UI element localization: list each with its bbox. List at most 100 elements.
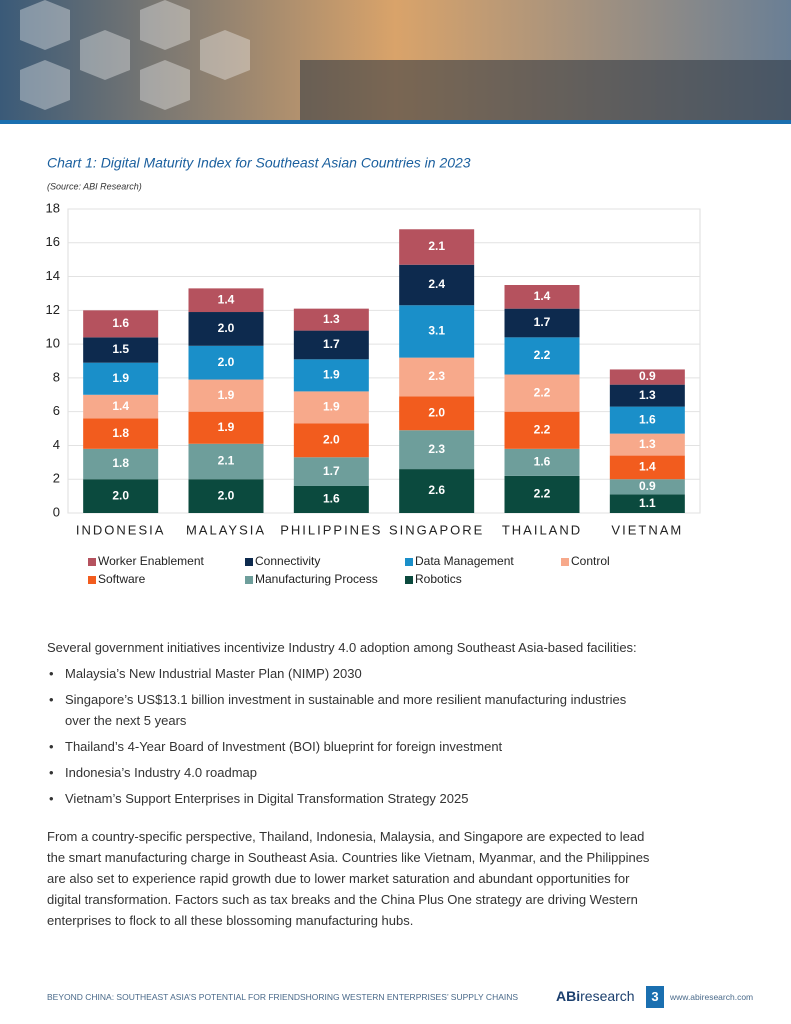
- value-label: 1.9: [218, 420, 235, 434]
- bar-segment: [609, 369, 685, 385]
- value-label: 1.6: [112, 316, 129, 330]
- y-tick-label: 2: [53, 471, 60, 486]
- document-body: Several government initiatives incentivi…: [47, 637, 652, 931]
- value-label: 2.0: [428, 406, 445, 420]
- value-label: 1.3: [639, 388, 656, 402]
- bar-segment: [504, 475, 580, 513]
- legend-swatch: [561, 558, 569, 566]
- bar-segment: [188, 443, 264, 480]
- x-tick-label: MALAYSIA: [186, 522, 266, 537]
- bar-segment: [188, 479, 264, 513]
- bullet: Malaysia’s New Industrial Master Plan (N…: [49, 663, 652, 684]
- bar-segment: [83, 362, 159, 395]
- legend-label: Data Management: [415, 554, 514, 568]
- value-label: 1.3: [639, 437, 656, 451]
- value-label: 2.2: [534, 487, 551, 501]
- bar-segment: [609, 455, 685, 480]
- value-label: 1.4: [218, 292, 235, 306]
- legend-swatch: [405, 576, 413, 584]
- y-tick-label: 0: [53, 504, 60, 519]
- legend-swatch: [405, 558, 413, 566]
- logo: ABiresearch: [556, 988, 635, 1004]
- value-label: 1.6: [323, 492, 340, 506]
- legend-label: Robotics: [415, 572, 462, 586]
- chart-title: Chart 1: Digital Maturity Index for Sout…: [47, 155, 471, 171]
- value-label: 2.0: [112, 488, 129, 502]
- value-label: 1.6: [639, 412, 656, 426]
- bar-segment: [504, 374, 580, 412]
- bar-segment: [399, 264, 475, 306]
- bar-segment: [399, 430, 475, 470]
- bar-segment: [399, 229, 475, 265]
- bar-segment: [188, 411, 264, 444]
- value-label: 2.1: [218, 454, 235, 468]
- x-tick-label: PHILIPPINES: [280, 522, 382, 537]
- bar-segment: [293, 485, 369, 513]
- bar-segment: [504, 285, 580, 309]
- bar-segment: [293, 391, 369, 424]
- legend-label: Software: [98, 572, 146, 586]
- value-label: 1.1: [639, 496, 656, 510]
- intro: Several government initiatives incentivi…: [47, 640, 637, 655]
- y-tick-label: 10: [46, 336, 60, 351]
- header-rule: [0, 120, 791, 124]
- value-label: 2.2: [534, 348, 551, 362]
- value-label: 2.0: [218, 321, 235, 335]
- bar-segment: [609, 384, 685, 407]
- y-tick-label: 8: [53, 369, 60, 384]
- value-label: 2.0: [218, 355, 235, 369]
- legend-swatch: [245, 576, 253, 584]
- value-label: 1.4: [639, 460, 656, 474]
- value-label: 1.7: [534, 315, 551, 329]
- bar-segment: [399, 357, 475, 397]
- bullet: Thailand’s 4-Year Board of Investment (B…: [49, 736, 652, 757]
- bar-segment: [609, 479, 685, 495]
- legend-label: Connectivity: [255, 554, 320, 568]
- y-tick-label: 4: [53, 437, 60, 452]
- x-tick-label: INDONESIA: [76, 522, 166, 537]
- value-label: 1.5: [112, 342, 129, 356]
- x-tick-label: VIETNAM: [611, 522, 683, 537]
- value-label: 1.6: [534, 455, 551, 469]
- legend-swatch: [245, 558, 253, 566]
- x-tick-label: THAILAND: [502, 522, 582, 537]
- value-label: 1.7: [323, 464, 340, 478]
- x-tick-label: SINGAPORE: [389, 522, 484, 537]
- bar-segment: [609, 494, 685, 513]
- bar-segment: [399, 305, 475, 358]
- bar-segment: [293, 330, 369, 360]
- value-label: 2.2: [534, 385, 551, 399]
- bar-segment: [83, 337, 159, 363]
- bar-segment: [609, 406, 685, 434]
- bar-segment: [83, 418, 159, 449]
- bar-segment: [83, 479, 159, 513]
- value-label: 0.9: [639, 369, 656, 383]
- value-label: 1.4: [534, 289, 551, 303]
- y-tick-label: 16: [46, 234, 60, 249]
- bar-segment: [83, 448, 159, 480]
- value-label: 2.3: [428, 442, 445, 456]
- value-label: 1.9: [218, 388, 235, 402]
- banner-ships: [300, 60, 791, 120]
- value-label: 2.1: [428, 239, 445, 253]
- value-label: 1.9: [323, 400, 340, 414]
- value-label: 1.9: [323, 368, 340, 382]
- value-label: 1.9: [112, 371, 129, 385]
- value-label: 2.6: [428, 483, 445, 497]
- value-label: 2.0: [218, 488, 235, 502]
- bar-segment: [399, 396, 475, 431]
- footer-text: BEYOND CHINA: SOUTHEAST ASIA’S POTENTIAL…: [47, 992, 519, 1002]
- bar-segment: [83, 310, 159, 338]
- bar-segment: [504, 411, 580, 449]
- bullet-list: Malaysia’s New Industrial Master Plan (N…: [47, 663, 652, 809]
- plot-frame: [67, 208, 701, 514]
- bar-segment: [188, 345, 264, 380]
- bullet: Indonesia’s Industry 4.0 roadmap: [49, 762, 652, 783]
- bar-segment: [504, 448, 580, 476]
- bar-segment: [293, 359, 369, 392]
- legend-label: Worker Enablement: [98, 554, 204, 568]
- bar-segment: [504, 308, 580, 338]
- value-label: 0.9: [639, 479, 656, 493]
- legend-swatch: [88, 558, 96, 566]
